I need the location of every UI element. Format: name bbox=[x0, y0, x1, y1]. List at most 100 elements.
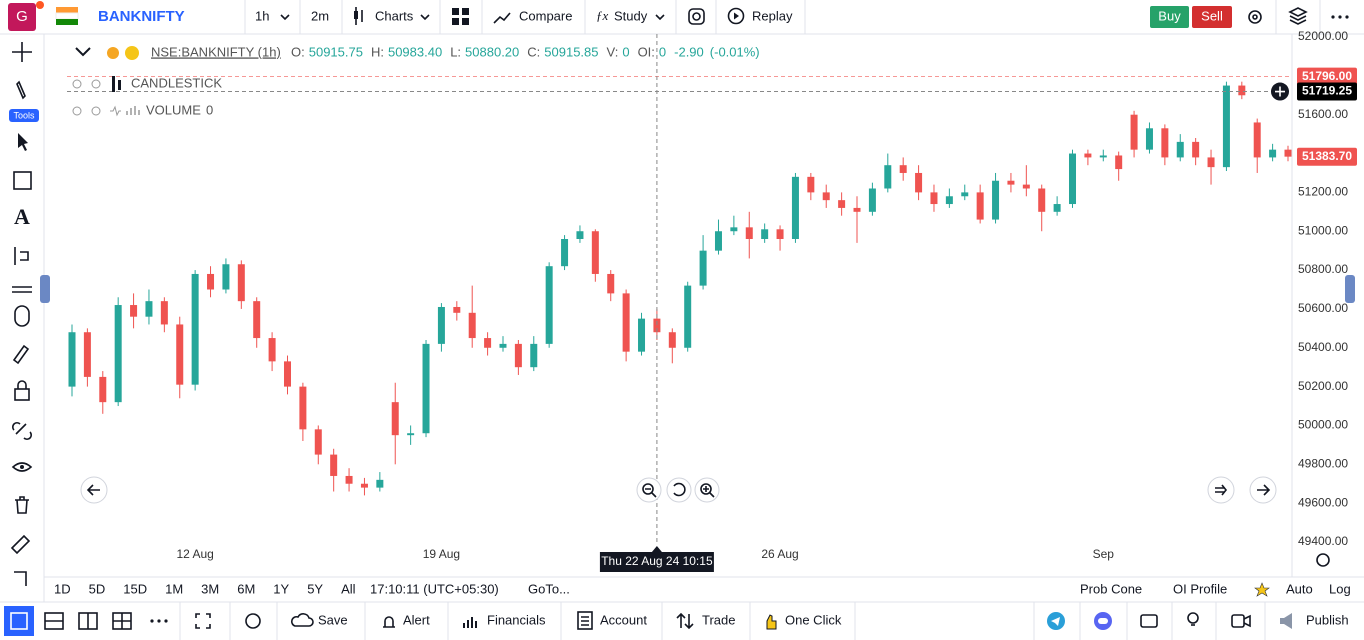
candle-body bbox=[391, 402, 399, 436]
price-tag bbox=[1297, 82, 1357, 101]
candle-body bbox=[884, 165, 892, 189]
candle-body bbox=[83, 332, 91, 377]
candle-body bbox=[1176, 141, 1184, 158]
candle-body bbox=[1145, 128, 1153, 150]
log-scale[interactable]: Log bbox=[1329, 581, 1351, 596]
replay[interactable]: Replay bbox=[752, 8, 793, 23]
clock: 17:10:11 (UTC+05:30) bbox=[370, 581, 499, 596]
candle-body bbox=[1238, 85, 1246, 96]
y-tick-label: 52000.00 bbox=[1298, 29, 1348, 43]
candle-body bbox=[1099, 155, 1107, 158]
candle-body bbox=[360, 483, 368, 488]
legend-field: 50983.40 bbox=[388, 44, 442, 59]
symbol[interactable]: BANKNIFTY bbox=[98, 8, 185, 25]
candle-body bbox=[1222, 85, 1230, 168]
fx-icon: ƒx bbox=[596, 8, 609, 23]
buy-button[interactable] bbox=[1150, 6, 1189, 28]
candle-body bbox=[99, 376, 107, 403]
candle-body bbox=[791, 176, 799, 239]
candle-body bbox=[1069, 153, 1077, 205]
candle-body bbox=[253, 301, 261, 339]
candle-body bbox=[699, 250, 707, 286]
legend-field: O: bbox=[291, 44, 305, 59]
range-button[interactable]: 5Y bbox=[307, 581, 323, 596]
price-tag-label: 51383.70 bbox=[1302, 149, 1352, 163]
text-tool-icon[interactable]: A bbox=[14, 204, 30, 229]
charts-menu[interactable]: Charts bbox=[375, 8, 414, 23]
candle-body bbox=[730, 227, 738, 232]
candle-body bbox=[638, 318, 646, 352]
plus-icon bbox=[1275, 86, 1285, 97]
tools-badge: Tools bbox=[13, 110, 35, 120]
volume-value: 0 bbox=[206, 102, 213, 117]
prob-cone[interactable]: Prob Cone bbox=[1080, 581, 1142, 596]
candle-body bbox=[976, 192, 984, 220]
candle-body bbox=[561, 239, 569, 267]
candle-body bbox=[930, 192, 938, 205]
range-button[interactable]: All bbox=[341, 581, 356, 596]
legend-field: (-0.01%) bbox=[710, 44, 760, 59]
candle-body bbox=[1022, 184, 1030, 189]
candle-body bbox=[222, 264, 230, 290]
publish[interactable]: Publish bbox=[1306, 612, 1349, 627]
study[interactable]: Study bbox=[614, 8, 648, 23]
oi-profile[interactable]: OI Profile bbox=[1173, 581, 1227, 596]
range-button[interactable]: 1D bbox=[54, 581, 71, 596]
legend-field: 0 bbox=[622, 44, 629, 59]
chart: 52000.0051800.0051600.0051400.0051200.00… bbox=[67, 29, 1357, 572]
replay-interval[interactable]: 2m bbox=[311, 8, 329, 23]
range-button[interactable]: 15D bbox=[123, 581, 147, 596]
candle-body bbox=[1161, 128, 1169, 158]
range-button[interactable]: 3M bbox=[201, 581, 219, 596]
candle-body bbox=[1130, 114, 1138, 150]
legend-values: O: 50915.75 H: 50983.40 L: 50880.20 C: 50915.85… bbox=[291, 44, 760, 59]
candle-body bbox=[283, 361, 291, 387]
candle-body bbox=[1253, 122, 1261, 158]
candle-body bbox=[591, 231, 599, 274]
candle-body bbox=[1053, 204, 1061, 212]
range-buttons: 1D 5D 15D 1M 3M 6M 1Y 5Y All bbox=[54, 581, 356, 596]
auto-scale[interactable]: Auto bbox=[1286, 581, 1313, 596]
range-button[interactable]: 1M bbox=[165, 581, 183, 596]
alert[interactable]: Alert bbox=[403, 612, 430, 627]
legend-field: H: bbox=[371, 44, 384, 59]
candle-body bbox=[1269, 149, 1277, 158]
price-tag-label: 51719.25 bbox=[1302, 84, 1352, 98]
legend-field: 50880.20 bbox=[465, 44, 519, 59]
legend-symbol[interactable]: NSE:BANKNIFTY (1h) bbox=[151, 44, 281, 59]
price-tag-label: 51796.00 bbox=[1302, 69, 1352, 83]
candle-body bbox=[345, 475, 353, 484]
candle-body bbox=[530, 343, 538, 368]
candle-body bbox=[1038, 188, 1046, 212]
one-click[interactable]: One Click bbox=[785, 612, 842, 627]
layout-single[interactable] bbox=[4, 606, 34, 636]
time-tag-pointer bbox=[651, 546, 662, 552]
range-button[interactable]: 1Y bbox=[273, 581, 289, 596]
y-tick-label: 50400.00 bbox=[1298, 340, 1348, 354]
compare[interactable]: Compare bbox=[519, 8, 572, 23]
candle-body bbox=[1115, 155, 1123, 170]
price-tag bbox=[1297, 67, 1357, 86]
buy-label: Buy bbox=[1158, 8, 1181, 23]
candle-body bbox=[145, 301, 153, 317]
y-tick-label: 49400.00 bbox=[1298, 534, 1348, 548]
candle-body bbox=[745, 227, 753, 239]
save[interactable]: Save bbox=[318, 612, 348, 627]
candle-body bbox=[422, 343, 430, 434]
range-button[interactable]: 6M bbox=[237, 581, 255, 596]
avatar[interactable] bbox=[8, 3, 36, 31]
trade[interactable]: Trade bbox=[702, 612, 735, 627]
y-tick-label: 50600.00 bbox=[1298, 301, 1348, 315]
candle-body bbox=[114, 305, 122, 403]
sell-button[interactable] bbox=[1192, 6, 1232, 28]
candle-body bbox=[376, 479, 384, 488]
financials[interactable]: Financials bbox=[487, 612, 546, 627]
candle-body bbox=[176, 324, 184, 385]
range-button[interactable]: 5D bbox=[89, 581, 106, 596]
goto[interactable]: GoTo... bbox=[528, 581, 570, 596]
interval[interactable]: 1h bbox=[255, 8, 269, 23]
candle-body bbox=[545, 266, 553, 344]
candle-body bbox=[838, 200, 846, 208]
candle-body bbox=[1084, 153, 1092, 158]
account[interactable]: Account bbox=[600, 612, 647, 627]
